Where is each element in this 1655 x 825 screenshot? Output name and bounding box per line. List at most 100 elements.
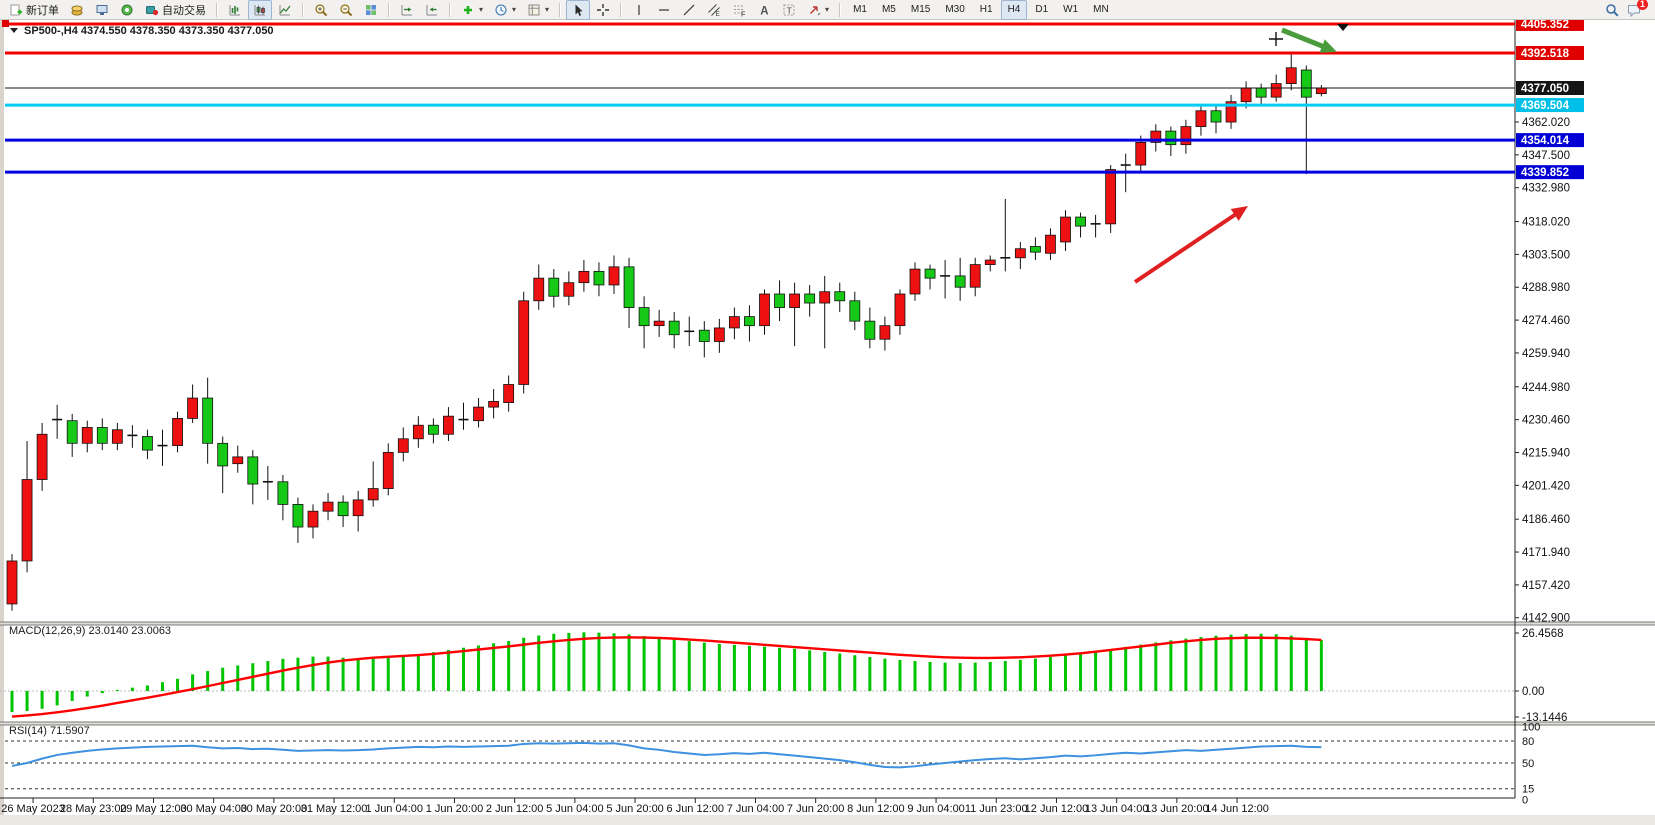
svg-text:30 May 20:00: 30 May 20:00 — [241, 803, 308, 815]
toolbar-separator — [620, 2, 623, 17]
timeframe-m5-button[interactable]: M5 — [881, 4, 896, 15]
pane-separator-macd[interactable] — [0, 621, 1655, 626]
tile-windows-icon — [364, 3, 378, 17]
candle-body — [623, 266, 635, 308]
market-watch-icon[interactable] — [65, 0, 89, 20]
candle-body — [36, 433, 48, 480]
vertical-line-icon[interactable] — [627, 0, 651, 20]
notifications-icon[interactable]: 1 — [1627, 0, 1648, 17]
svg-text:6 Jun 12:00: 6 Jun 12:00 — [667, 803, 725, 815]
candle-body — [759, 293, 770, 327]
timeframe-m30-button[interactable]: M30 — [945, 4, 965, 15]
candle-body — [849, 300, 861, 322]
chart-canvas[interactable]: 4362.020 4347.500 4332.980 4318.020 4303.500… — [0, 20, 1655, 825]
candle-body — [1210, 110, 1222, 123]
tile-windows-icon[interactable] — [359, 0, 383, 20]
cursor-icon[interactable] — [566, 0, 591, 20]
text-icon: A — [757, 3, 771, 17]
data-window-icon — [95, 3, 109, 17]
candle-body — [879, 325, 891, 340]
svg-text:14 Jun 12:00: 14 Jun 12:00 — [1205, 803, 1269, 815]
line-chart-icon — [278, 3, 292, 17]
price-label: 4354.014 — [1521, 135, 1570, 147]
toolbar-separator — [302, 2, 304, 17]
horizontal-lines[interactable]: 4405.352 4392.518 4377.050 4369.504 4354.014… — [5, 20, 1584, 180]
candle-body — [969, 264, 981, 288]
autotrading-button[interactable]: 自动交易 — [140, 0, 211, 20]
data-window-icon[interactable] — [90, 0, 114, 20]
svg-text:1 Jun 04:00: 1 Jun 04:00 — [366, 803, 424, 815]
svg-text:4303.500: 4303.500 — [1522, 249, 1570, 261]
svg-text:4362.020: 4362.020 — [1522, 117, 1570, 129]
arrows-tool-icon[interactable]: ▾ — [802, 0, 834, 20]
chart-shift-icon[interactable] — [395, 0, 419, 20]
horizontal-line-icon[interactable] — [652, 0, 676, 20]
candle-body — [21, 479, 33, 562]
svg-text:7 Jun 04:00: 7 Jun 04:00 — [727, 803, 785, 815]
candle-body — [1014, 248, 1026, 259]
zoom-out-icon[interactable] — [334, 0, 358, 20]
price-label-box — [1516, 165, 1584, 180]
green-arrow-annotation[interactable] — [1281, 27, 1337, 53]
candlestick-chart-icon[interactable] — [248, 0, 272, 20]
candle-body — [412, 424, 424, 440]
templates-icon[interactable]: ▾ — [522, 0, 554, 20]
candle-body — [593, 270, 605, 286]
timeframe-d1-button[interactable]: D1 — [1035, 4, 1049, 15]
red-arrow-annotation[interactable] — [1133, 206, 1248, 284]
price-label-box — [1516, 46, 1584, 60]
candle-body — [247, 456, 259, 485]
candle-body — [1270, 83, 1282, 98]
candle-body — [217, 442, 229, 467]
crosshair-icon[interactable] — [591, 0, 615, 20]
line-chart-icon[interactable] — [273, 0, 297, 20]
line-selection-handle[interactable] — [2, 20, 9, 27]
equidistant-channel-icon[interactable]: E — [702, 0, 726, 20]
search-icon[interactable] — [1605, 3, 1619, 17]
periods-icon[interactable]: ▾ — [489, 0, 521, 20]
candle-body — [1195, 110, 1207, 127]
chart-collapse-icon[interactable] — [10, 28, 18, 33]
candle-body — [653, 320, 665, 327]
zoom-out-icon — [339, 3, 353, 17]
auto-scroll-icon — [425, 3, 439, 17]
candle-body — [1135, 142, 1147, 166]
timeframe-w1-button[interactable]: W1 — [1063, 4, 1079, 15]
candle-body — [503, 384, 515, 403]
arrows-tool-icon — [807, 3, 821, 17]
timeframe-mn-button[interactable]: MN — [1093, 4, 1109, 15]
timeframe-h1-button[interactable]: H1 — [979, 4, 993, 15]
trendline-icon[interactable] — [677, 0, 701, 20]
price-axis[interactable]: 4362.020 4347.500 4332.980 4318.020 4303.500… — [1514, 20, 1570, 798]
svg-text:4274.460: 4274.460 — [1522, 315, 1570, 327]
chevron-down-icon: ▾ — [512, 5, 517, 14]
auto-scroll-icon[interactable] — [420, 0, 444, 20]
text-label-icon: T — [782, 3, 796, 17]
new-order-button[interactable]: 新订单 — [4, 0, 64, 20]
toolbar-separator — [216, 2, 218, 17]
price-label: 4339.852 — [1521, 167, 1569, 179]
candle-body — [533, 277, 545, 302]
pane-separator-rsi[interactable] — [0, 721, 1655, 726]
candle-body — [81, 427, 93, 444]
text-icon[interactable]: A — [752, 0, 776, 20]
chevron-down-icon: ▾ — [479, 5, 484, 14]
svg-text:11 Jun 23:00: 11 Jun 23:00 — [965, 803, 1028, 815]
text-label-icon[interactable]: T — [777, 0, 801, 20]
candle-body — [142, 436, 153, 451]
timeframe-m15-button[interactable]: M15 — [910, 4, 931, 15]
fibonacci-icon[interactable]: F — [727, 0, 751, 20]
svg-text:26 May 2023: 26 May 2023 — [1, 803, 65, 815]
navigator-icon[interactable] — [115, 0, 139, 20]
candle-body — [397, 438, 409, 453]
bar-chart-icon[interactable] — [223, 0, 247, 20]
timeframe-h4-button[interactable]: H4 — [1000, 0, 1028, 20]
price-label-box — [1516, 20, 1584, 31]
svg-text:15: 15 — [1522, 784, 1534, 796]
zoom-in-icon[interactable] — [309, 0, 333, 20]
toolbar: 新订单 自动交易 ▾ ▾ ▾ E F A T ▾ M1 M5 M15 M30 H1 H4 D1 W1 MN 1 — [0, 0, 1655, 20]
add-indicator-icon[interactable]: ▾ — [456, 0, 488, 20]
timeframe-m1-button[interactable]: M1 — [853, 4, 867, 15]
